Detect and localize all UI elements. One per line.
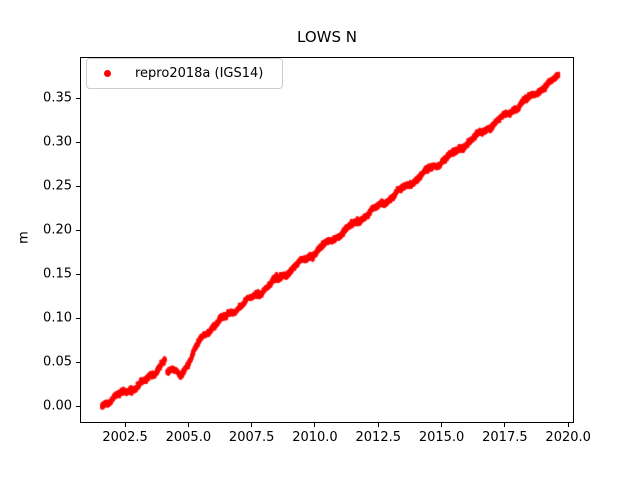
x-tick-label: 2015.0 — [418, 430, 465, 445]
x-tick-mark — [251, 423, 253, 427]
y-tick-label: 0.35 — [43, 90, 72, 106]
chart-title: LOWS N — [297, 28, 357, 46]
x-tick-mark — [377, 423, 379, 427]
x-tick-mark — [504, 423, 506, 427]
x-tick-label: 2012.5 — [355, 430, 402, 445]
x-tick-mark — [441, 423, 443, 427]
legend: repro2018a (IGS14) — [86, 58, 283, 89]
y-tick-mark — [76, 97, 80, 99]
y-tick-mark — [76, 273, 80, 275]
y-tick-mark — [76, 141, 80, 143]
x-tick-mark — [187, 423, 189, 427]
x-tick-label: 2002.5 — [102, 430, 148, 445]
y-tick-label: 0.00 — [43, 398, 72, 414]
y-tick-label: 0.15 — [43, 266, 72, 282]
x-tick-label: 2005.0 — [165, 430, 212, 445]
y-tick-mark — [76, 317, 80, 319]
y-tick-label: 0.10 — [43, 310, 72, 326]
y-tick-label: 0.20 — [43, 222, 72, 238]
x-tick-label: 2007.5 — [228, 430, 275, 445]
x-tick-mark — [567, 423, 569, 427]
y-tick-mark — [76, 361, 80, 363]
x-tick-mark — [124, 423, 126, 427]
x-tick-label: 2010.0 — [292, 430, 338, 445]
legend-label: repro2018a (IGS14) — [135, 66, 264, 81]
y-tick-label: 0.05 — [43, 354, 72, 370]
x-tick-label: 2017.5 — [482, 430, 528, 445]
y-tick-label: 0.25 — [43, 178, 72, 194]
x-tick-mark — [314, 423, 316, 427]
plot-area — [80, 57, 574, 423]
y-tick-mark — [76, 185, 80, 187]
y-tick-mark — [76, 405, 80, 407]
y-tick-mark — [76, 229, 80, 231]
y-tick-label: 0.30 — [43, 134, 72, 150]
x-tick-label: 2020.0 — [545, 430, 591, 445]
legend-marker-icon — [104, 70, 111, 77]
